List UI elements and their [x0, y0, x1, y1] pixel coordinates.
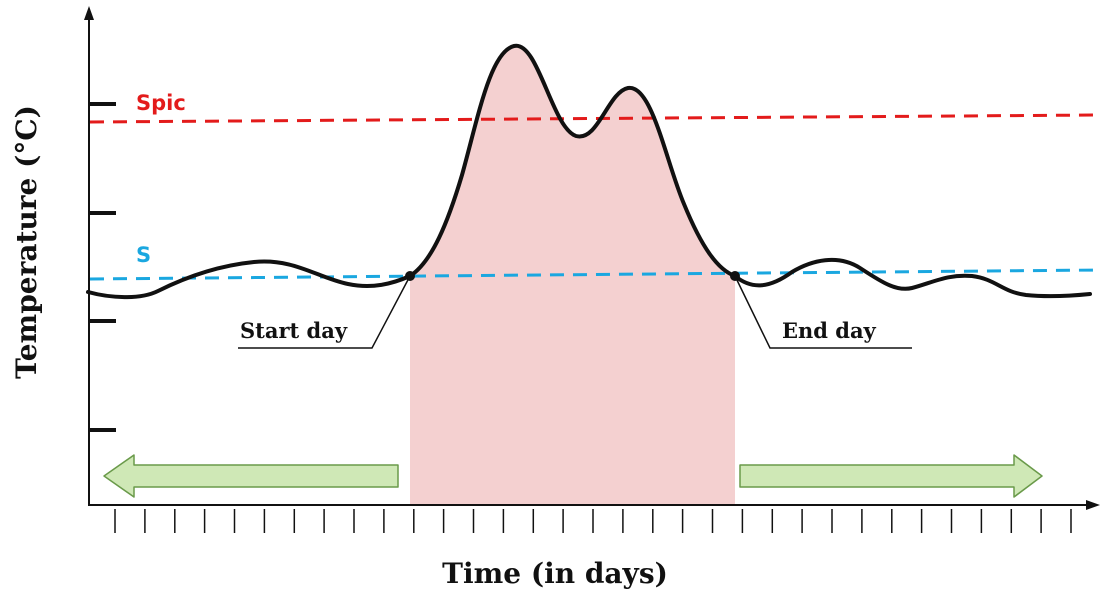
end-day-label: End day	[782, 318, 877, 343]
upper-threshold-line	[89, 113, 1100, 124]
temperature-curve	[86, 43, 1092, 300]
y-axis-ticks	[89, 102, 116, 432]
start-day-leader	[238, 275, 411, 349]
before-period-arrow	[103, 454, 399, 498]
end-day-leader	[734, 275, 912, 349]
lower-threshold-label: S	[136, 243, 151, 267]
y-axis-title: Temperature (°C)	[10, 105, 43, 379]
x-axis-ticks	[114, 509, 1072, 533]
after-period-arrow	[739, 454, 1043, 498]
x-axis-title: Time (in days)	[442, 557, 668, 590]
y-axis-arrowhead	[84, 6, 94, 20]
start-day-label: Start day	[240, 318, 348, 343]
lower-threshold-line	[89, 268, 1100, 281]
event-area	[410, 45, 735, 504]
x-axis-arrowhead	[1086, 500, 1100, 510]
upper-threshold-label: Spic	[136, 91, 186, 115]
